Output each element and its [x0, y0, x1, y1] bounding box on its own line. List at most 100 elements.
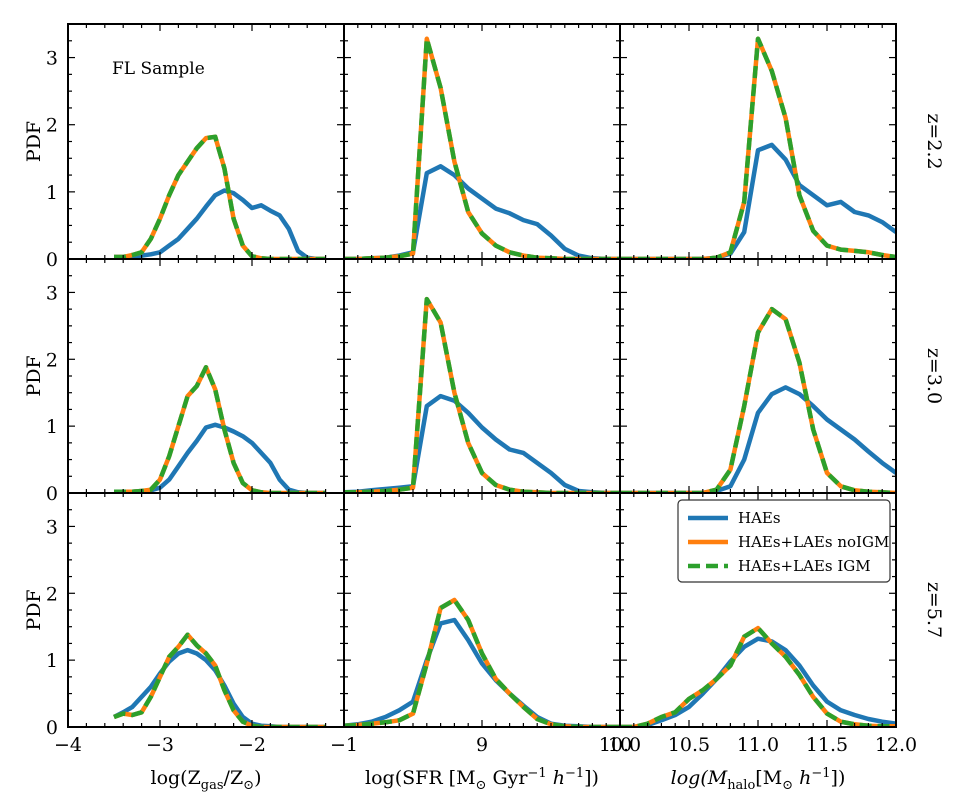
y-tick-label: 1: [46, 416, 58, 438]
series-line-haes-laes-igm: [344, 36, 620, 259]
x-axis-label-part: Gyr: [486, 767, 528, 789]
x-tick-label: 9: [476, 734, 488, 756]
row-label: z=5.7: [923, 582, 945, 638]
x-axis-label: log(SFR [M⊙ Gyr−1 h−1]): [365, 766, 599, 793]
x-axis-label-part: halo: [727, 778, 755, 793]
series-line-haes-laes-igm: [344, 296, 620, 493]
panel-series: [344, 296, 620, 493]
panel-series: [620, 625, 896, 727]
series-line-haes-laes-noigm: [344, 296, 620, 493]
panel-r2-c3: z=3.0: [619, 258, 945, 494]
panel-r2-c1: 0 1 2 3 PDF: [23, 258, 345, 505]
series-line-haes-laes-noigm: [114, 365, 326, 493]
x-tick-label: 10.0: [599, 734, 641, 756]
x-axis-label-part: −1: [528, 766, 547, 781]
x-axis-label-part: ⊙: [782, 778, 793, 793]
series-line-haes: [344, 164, 620, 259]
panel-r1-c3: z=2.2: [619, 23, 945, 260]
series-line-haes-laes-igm: [620, 306, 896, 493]
y-tick-label: 3: [46, 516, 58, 538]
panel-series: [114, 365, 326, 493]
series-line-haes: [344, 393, 620, 493]
x-axis-label-part: −1: [565, 766, 584, 781]
y-axis-label: PDF: [23, 355, 45, 396]
panel-r2-c2: [343, 258, 621, 494]
y-tick-label: 2: [46, 349, 58, 371]
y-tick-label: 3: [46, 48, 58, 70]
panel-r3-c1: 0 1 2 3 PDF −4 −3 −2 −1 log(Zgas/Z⊙): [23, 492, 358, 793]
x-axis-label-part: gas: [201, 778, 224, 793]
series-line-haes-laes-igm: [620, 625, 896, 727]
legend: HAEs HAEs+LAEs noIGM HAEs+LAEs IGM: [677, 499, 891, 583]
x-tick-label: −3: [146, 734, 174, 756]
panel-r3-c3: z=5.7 10.0 10.5 11.0 11.5 12.0 log(Mhalo[M⊙ h−…: [599, 492, 945, 793]
panel-series: [344, 36, 620, 259]
y-tick-label: 2: [46, 583, 58, 605]
x-tick-label: −2: [238, 734, 266, 756]
panel-frame: [343, 23, 621, 260]
y-axis-label: PDF: [23, 589, 45, 630]
series-line-haes-laes-noigm: [620, 625, 896, 727]
x-tick-label: 10.5: [668, 734, 710, 756]
x-axis-label-part: ]): [831, 767, 846, 789]
x-axis-label-part: ⊙: [243, 778, 254, 793]
panel-frame: [67, 23, 345, 260]
y-tick-label: 0: [46, 717, 58, 739]
panel-frame: [619, 492, 897, 728]
panel-frame: [67, 492, 345, 728]
x-axis-label-part: ): [254, 767, 261, 789]
sample-annotation: FL Sample: [112, 59, 205, 79]
series-line-haes: [112, 647, 326, 727]
x-axis-label-part: log(Z: [151, 767, 201, 789]
x-axis-label-part: log(SFR [M: [365, 767, 476, 789]
x-axis-label-part: /Z: [224, 767, 244, 789]
x-axis-label-part: ⊙: [476, 778, 487, 793]
series-line-haes-laes-igm: [620, 36, 896, 259]
series-line-haes: [620, 142, 896, 259]
y-tick-label: 0: [46, 249, 58, 271]
legend-label: HAEs+LAEs noIGM: [738, 533, 889, 551]
panel-frame: [67, 258, 345, 494]
y-tick-label: 2: [46, 115, 58, 137]
legend-label: HAEs: [738, 509, 781, 527]
panel-series: [620, 306, 896, 493]
legend-label: HAEs+LAEs IGM: [738, 557, 871, 575]
x-tick-label: 10: [608, 734, 632, 756]
series-line-haes: [344, 617, 620, 727]
y-tick-label: 1: [46, 650, 58, 672]
series-line-haes: [620, 385, 896, 493]
x-axis-label-part: ]): [584, 767, 599, 789]
series-line-haes: [620, 636, 896, 727]
x-tick-label: 11.0: [737, 734, 779, 756]
x-axis-label-part: −1: [811, 766, 830, 781]
x-axis-label-part: log(M: [671, 767, 728, 789]
panel-series: [620, 36, 896, 259]
series-line-haes-laes-noigm: [344, 36, 620, 259]
series-line-haes: [114, 188, 326, 259]
y-tick-label: 1: [46, 182, 58, 204]
y-tick-label: 0: [46, 483, 58, 505]
panel-r1-c2: [343, 23, 621, 260]
series-line-haes-laes-igm: [114, 134, 326, 259]
row-label: z=3.0: [923, 348, 945, 404]
legend-box: [677, 499, 891, 583]
y-axis-label: PDF: [23, 121, 45, 162]
x-tick-label: 11.5: [806, 734, 848, 756]
x-tick-label: −4: [54, 734, 82, 756]
panel-frame: [343, 492, 621, 728]
panel-series: [114, 134, 326, 259]
x-axis-label-part: h: [547, 767, 565, 789]
series-line-haes: [114, 422, 326, 493]
panel-frame: [619, 258, 897, 494]
x-tick-label: 12.0: [875, 734, 917, 756]
x-axis-label: log(Mhalo[M⊙ h−1]): [671, 766, 846, 793]
x-axis-label-part: h: [793, 767, 811, 789]
y-tick-label: 3: [46, 282, 58, 304]
x-axis-label-part: [M: [755, 767, 782, 789]
panel-series: [344, 597, 620, 727]
series-line-haes-laes-igm: [113, 632, 326, 727]
x-tick-label: −1: [330, 734, 358, 756]
